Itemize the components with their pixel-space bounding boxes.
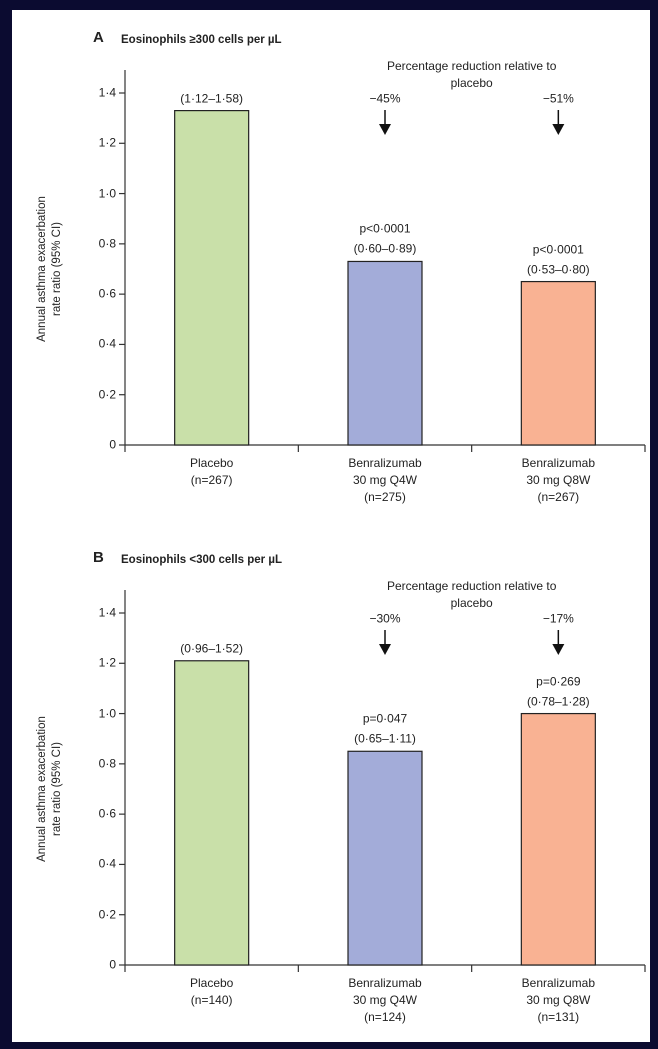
bar-note: p=0·269 xyxy=(536,674,581,689)
y-tick-label: 1·0 xyxy=(98,706,116,721)
panel-title: Eosinophils ≥300 cells per µL xyxy=(121,34,282,46)
y-tick-label: 0·2 xyxy=(98,907,116,922)
annotation-title: Percentage reduction relative to placebo xyxy=(386,579,557,610)
reduction-label: −17% xyxy=(542,611,574,626)
y-tick-label: 0·6 xyxy=(98,286,116,301)
bar-note: (0·53–0·80) xyxy=(526,262,590,277)
annotation-title: Percentage reduction relative to placebo xyxy=(386,59,557,90)
y-tick-label: 0·8 xyxy=(98,236,116,251)
y-tick-label: 0 xyxy=(109,957,116,972)
y-tick-label: 0·4 xyxy=(98,856,116,871)
panel-title: Eosinophils <300 cells per µL xyxy=(121,554,282,566)
panel-letter: A xyxy=(93,29,104,46)
x-tick-label: Benralizumab 30 mg Q4W (n=275) xyxy=(348,456,422,504)
reduction-label: −45% xyxy=(369,91,401,106)
y-tick-label: 1·2 xyxy=(98,655,116,670)
bar-note: (1·12–1·58) xyxy=(180,91,244,106)
y-tick-label: 0·2 xyxy=(98,387,116,402)
arrow-head xyxy=(552,644,565,655)
y-tick-label: 0·4 xyxy=(98,336,116,351)
arrow-head xyxy=(552,124,565,135)
x-tick-label: Benralizumab 30 mg Q8W (n=131) xyxy=(521,976,596,1024)
x-tick-label: Placebo (n=267) xyxy=(189,456,234,487)
bar xyxy=(520,712,596,966)
bar xyxy=(347,750,423,966)
y-tick-label: 1·0 xyxy=(98,186,116,201)
bar-note: p<0·0001 xyxy=(359,221,411,236)
y-tick-label: 1·4 xyxy=(98,85,116,100)
y-axis-label: Annual asthma exacerbation rate ratio (9… xyxy=(36,196,63,342)
bar xyxy=(174,109,250,446)
reduction-label: −30% xyxy=(369,611,401,626)
bar-note: p=0·047 xyxy=(362,711,408,726)
bar-note: (0·78–1·28) xyxy=(526,694,590,709)
bar-note: (0·96–1·52) xyxy=(180,641,244,656)
x-tick-label: Benralizumab 30 mg Q8W (n=267) xyxy=(521,456,596,504)
bar xyxy=(174,660,250,966)
bar xyxy=(347,260,423,446)
y-tick-label: 0·6 xyxy=(98,806,116,821)
reduction-label: −51% xyxy=(542,91,574,106)
arrow-head xyxy=(379,644,391,655)
bar xyxy=(520,280,596,446)
bar-note: (0·60–0·89) xyxy=(353,241,417,256)
arrow-head xyxy=(379,124,391,135)
x-tick-label: Benralizumab 30 mg Q4W (n=124) xyxy=(348,976,422,1024)
y-tick-label: 0·8 xyxy=(98,756,116,771)
y-tick-label: 0 xyxy=(109,437,116,452)
x-tick-label: Placebo (n=140) xyxy=(189,976,234,1007)
bar-note: (0·65–1·11) xyxy=(354,731,416,746)
y-axis-label: Annual asthma exacerbation rate ratio (9… xyxy=(36,716,63,862)
y-tick-label: 1·2 xyxy=(98,135,116,150)
bar-note: p<0·0001 xyxy=(532,242,584,257)
panel-letter: B xyxy=(93,549,104,566)
y-tick-label: 1·4 xyxy=(98,605,116,620)
